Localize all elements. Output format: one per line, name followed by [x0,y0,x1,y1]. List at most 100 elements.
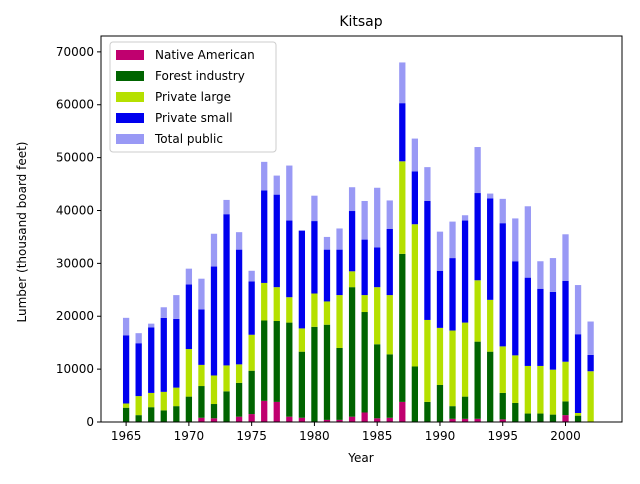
bar-segment [424,167,431,201]
y-tick-label: 50000 [56,151,94,165]
bar-segment [210,266,218,376]
legend-label: Total public [154,132,223,146]
bar-segment [461,396,469,419]
bar-segment [562,361,569,402]
bar-segment [587,354,594,372]
legend-swatch [116,113,144,123]
bar-segment [323,236,331,250]
bar-segment [298,230,306,329]
bar-segment [499,346,506,393]
bar-segment [148,327,155,393]
bar-segment [323,324,331,420]
bar-segment [562,401,569,416]
bar-segment [361,200,368,240]
legend-swatch [116,71,144,81]
y-tick-label: 10000 [56,362,94,376]
bar-segment [173,295,180,319]
bar-segment [198,309,205,365]
bar-segment [524,277,531,366]
bar-segment [235,364,243,383]
bar-segment [574,415,582,422]
bar-segment [461,322,469,397]
y-tick-label: 0 [86,415,94,429]
bar-segment [210,233,218,267]
bar-segment [173,387,180,407]
bar-segment [524,365,531,414]
bar-segment [499,223,506,347]
bar-segment [323,301,331,325]
legend-swatch [116,92,144,102]
bar-segment [173,406,180,422]
bars-layer [122,62,594,422]
plot-frame [100,35,623,423]
bar-segment [361,239,368,296]
bar-segment [424,200,431,320]
bar-segment [474,280,481,342]
bar-segment [487,299,494,352]
bar-segment [122,335,130,404]
legend-swatch [116,50,144,60]
bar-segment [261,282,268,321]
bar-segment [336,249,343,296]
x-tick-label: 1975 [236,429,267,443]
bar-segment [399,161,406,254]
bar-segment [512,402,519,422]
bar-segment [386,200,393,229]
bar-segment [537,261,544,289]
y-tick-label: 70000 [56,45,94,59]
bar-segment [399,62,406,104]
bar-segment [361,412,368,422]
bar-segment [122,317,130,336]
bar-segment [336,419,343,422]
x-axis-label: Year [347,451,373,465]
bar-segment [386,417,393,422]
bar-segment [286,297,293,323]
bar-segment [286,322,293,417]
bar-segment [223,391,230,422]
bar-segment [223,365,230,392]
bar-segment [474,193,481,281]
bar-segment [160,317,167,392]
bar-segment [122,403,130,408]
bar-segment [210,418,218,422]
bar-segment [499,419,506,422]
bar-segment [235,416,243,422]
bar-segment [273,321,280,402]
bar-segment [449,258,456,331]
bar-segment [449,221,456,259]
bar-segment [512,218,519,262]
bar-segment [424,401,431,422]
bar-segment [323,419,331,422]
bar-segment [336,228,343,250]
x-tick-label: 1990 [425,429,456,443]
bar-segment [248,334,255,371]
bar-segment [348,416,356,422]
bar-segment [374,418,381,422]
bar-segment [261,400,268,422]
bar-segment [399,103,406,162]
bar-segment [273,401,280,422]
bar-segment [411,171,418,225]
bar-segment [298,351,306,418]
bar-segment [549,369,557,415]
bar-segment [449,406,456,419]
bar-segment [235,382,243,417]
bar-segment [286,165,293,221]
bar-segment [574,285,582,335]
bar-segment [348,211,356,272]
bar-segment [185,349,193,397]
bar-segment [210,375,218,405]
bar-segment [386,229,393,296]
bar-segment [286,220,293,298]
legend-box [109,41,277,153]
bar-segment [549,414,557,422]
bar-segment [173,318,180,388]
bar-segment [574,413,582,416]
bar-segment [587,321,594,355]
bar-segment [248,370,255,415]
legend: Native American Forest industry Private la… [109,41,277,153]
legend-label: Private large [155,90,231,104]
bar-segment [474,418,481,422]
y-tick-label: 60000 [56,98,94,112]
